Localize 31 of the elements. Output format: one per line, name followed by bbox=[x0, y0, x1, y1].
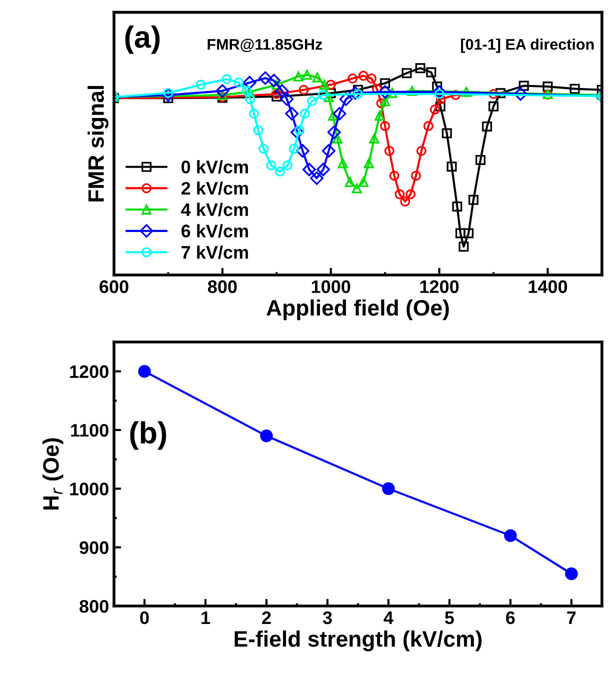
x-tick-label: 1200 bbox=[420, 280, 459, 294]
annotation: (b) bbox=[130, 421, 166, 450]
x-tick-label: 800 bbox=[208, 280, 237, 294]
x-tick-label: 3 bbox=[322, 611, 332, 624]
x-tick-label: 6 bbox=[506, 611, 515, 624]
x-tick-label: 0 bbox=[140, 611, 149, 624]
x-axis-title: E-field strength (kV/cm) bbox=[234, 630, 482, 652]
y-tick-label: 1200 bbox=[70, 365, 108, 378]
y-axis-title: H$_{r}$ (Oe) bbox=[42, 438, 64, 510]
text: FMR@11.85GHz bbox=[208, 38, 322, 52]
text: [01-1] EA direction bbox=[461, 38, 594, 53]
x-tick-label: 4 bbox=[384, 612, 394, 624]
y-tick-label: 1100 bbox=[71, 424, 108, 437]
x-tick-label: 600 bbox=[100, 280, 128, 294]
x-tick-label: 7 bbox=[567, 612, 576, 624]
legend-label: 6 kV/cm bbox=[181, 224, 248, 238]
x-tick-label: 1000 bbox=[312, 280, 350, 294]
x-tick-label: 1 bbox=[202, 612, 210, 624]
legend-label: 4 kV/cm bbox=[181, 202, 248, 216]
x-tick-label: 5 bbox=[444, 612, 454, 624]
x-tick-label: 2 bbox=[262, 611, 271, 624]
legend-label: 2 kV/cm bbox=[181, 181, 248, 195]
legend-label: 0 kV/cm bbox=[182, 160, 248, 174]
x-tick-label: 1400 bbox=[528, 280, 568, 294]
y-tick-label: 800 bbox=[80, 600, 108, 613]
y-axis-title: FMR signal bbox=[88, 86, 108, 202]
legend-label: 7 kV/cm bbox=[182, 246, 248, 259]
text: (a) bbox=[125, 25, 160, 54]
y-tick-label: 900 bbox=[80, 541, 108, 554]
x-axis-title: Applied field (Oe) bbox=[266, 299, 449, 320]
y-tick-label: 1000 bbox=[70, 482, 108, 496]
